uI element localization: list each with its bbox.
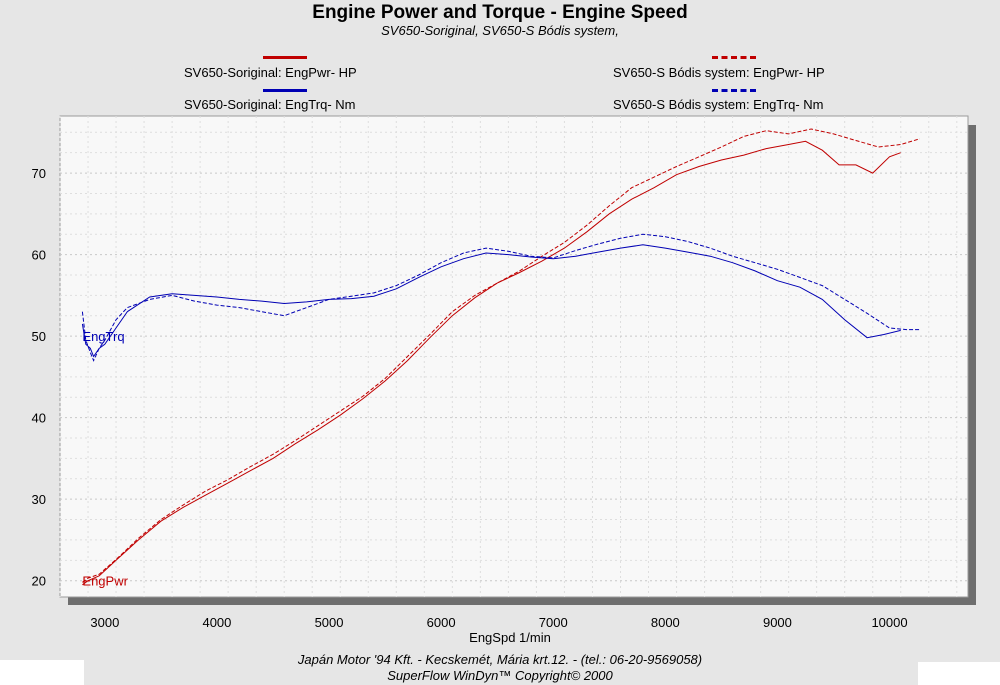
legend-swatch-original-power (263, 56, 307, 59)
corner-left (0, 660, 84, 685)
y-tick-label: 30 (32, 492, 46, 507)
legend-swatch-original-torque (263, 89, 307, 92)
x-axis-ticks: 3000 4000 5000 6000 7000 8000 9000 10000 (90, 615, 907, 630)
series-line-3 (81, 233, 920, 362)
x-tick-label: 8000 (651, 615, 680, 630)
x-axis-label: EngSpd 1/min (469, 630, 551, 645)
chart-subtitle: SV650-Soriginal, SV650-S Bódis system, (381, 23, 619, 38)
y-tick-label: 70 (32, 166, 46, 181)
chart-title: Engine Power and Torque - Engine Speed (312, 2, 688, 23)
x-tick-label: 6000 (427, 615, 456, 630)
x-tick-label: 10000 (871, 615, 907, 630)
y-tick-label: 50 (32, 329, 46, 344)
legend-label-bodis-torque: SV650-S Bódis system: EngTrq- Nm (613, 97, 824, 112)
x-tick-label: 9000 (763, 615, 792, 630)
y-tick-label: 20 (32, 574, 46, 589)
annotation-engpwr: EngPwr (82, 574, 128, 589)
y-tick-label: 60 (32, 248, 46, 263)
legend-label-original-power: SV650-Soriginal: EngPwr- HP (184, 65, 357, 80)
legend-label-bodis-power: SV650-S Bódis system: EngPwr- HP (613, 65, 825, 80)
legend-label-original-torque: SV650-Soriginal: EngTrq- Nm (184, 97, 356, 112)
legend-swatch-bodis-power (712, 56, 756, 59)
series-line-0 (82, 140, 901, 586)
corner-right (918, 662, 1000, 685)
x-tick-label: 3000 (90, 615, 119, 630)
series-line-2 (81, 244, 901, 358)
series-lines (81, 128, 920, 586)
annotation-engtrq: EngTrq (82, 329, 124, 344)
x-tick-label: 7000 (539, 615, 568, 630)
footer-line-1: Japán Motor '94 Kft. - Kecskemét, Mária … (297, 652, 703, 667)
series-line-1 (82, 128, 920, 583)
x-tick-label: 4000 (202, 615, 231, 630)
y-axis-ticks: 20 30 40 50 60 70 (32, 166, 46, 589)
annotations: EngTrq EngPwr (82, 329, 128, 589)
x-tick-label: 5000 (315, 615, 344, 630)
legend-swatch-bodis-torque (712, 89, 756, 92)
grid (59, 116, 968, 597)
footer-line-2: SuperFlow WinDyn™ Copyright© 2000 (387, 668, 613, 683)
y-tick-label: 40 (32, 411, 46, 426)
